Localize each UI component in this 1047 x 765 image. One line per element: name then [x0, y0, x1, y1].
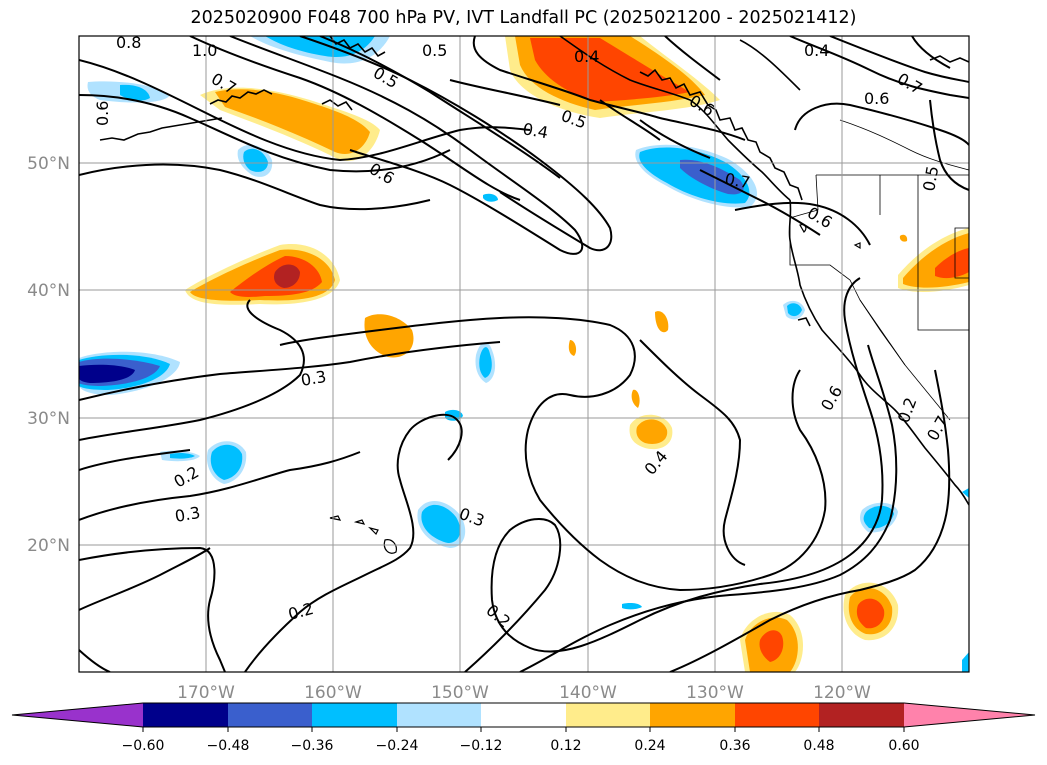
- colorbar-cell: [397, 703, 481, 727]
- lat-axis: 50°N 40°N 30°N 20°N: [27, 154, 70, 556]
- colorbar-tick-label: 0.12: [550, 738, 581, 754]
- contour-label: 0.6: [93, 101, 112, 126]
- colorbar-tick-label: −0.24: [376, 738, 419, 754]
- colorbar-tick-label: −0.36: [291, 738, 334, 754]
- colorbar: −0.60 −0.48 −0.36 −0.24 −0.12 0.12 0.24 …: [11, 702, 1036, 754]
- lat-label: 30°N: [27, 409, 70, 429]
- pv-contours: [79, 36, 969, 672]
- contour-label: 0.4: [804, 41, 829, 60]
- colorbar-cell: [904, 703, 1035, 727]
- colorbar-tick-label: 0.36: [719, 738, 750, 754]
- colorbar-cell: [228, 703, 312, 727]
- lat-label: 40°N: [27, 281, 70, 301]
- contour-label: 0.3: [299, 367, 327, 390]
- colorbar-cell: [819, 703, 904, 727]
- colorbar-cell: [566, 703, 650, 727]
- map-title: 2025020900 F048 700 hPa PV, IVT Landfall…: [190, 8, 857, 28]
- contour-label: 1.0: [192, 41, 217, 60]
- contour-label: 0.5: [919, 164, 942, 192]
- contour-label: 0.4: [574, 47, 599, 66]
- colorbar-cell: [481, 703, 566, 727]
- lat-label: 20°N: [27, 536, 70, 556]
- colorbar-cell: [735, 703, 819, 727]
- coastlines: [99, 36, 969, 506]
- contour-label: 0.4: [521, 119, 549, 142]
- lon-label: 120°W: [813, 683, 871, 703]
- gridlines: [79, 36, 969, 672]
- contour-label: 0.6: [864, 89, 889, 108]
- contour-label: 0.7: [723, 169, 751, 192]
- lon-label: 130°W: [686, 683, 744, 703]
- colorbar-cell: [650, 703, 735, 727]
- colorbar-tick-label: −0.60: [122, 738, 165, 754]
- lon-label: 160°W: [304, 683, 362, 703]
- colorbar-cell: [143, 703, 228, 727]
- colorbar-tick-label: −0.48: [207, 738, 250, 754]
- contour-label: 0.8: [116, 33, 141, 52]
- plot-area: 0.8 1.0 0.5 0.4 0.4 0.7 0.6 0.6 0.7 0.5 …: [79, 33, 969, 672]
- contour-label: 0.3: [173, 503, 201, 526]
- colorbar-tick-label: 0.48: [803, 738, 834, 754]
- colorbar-tick-label: 0.60: [888, 738, 919, 754]
- plot-frame: [78, 35, 970, 673]
- lon-label: 140°W: [559, 683, 617, 703]
- colorbar-tick-label: −0.12: [460, 738, 503, 754]
- lon-axis: 170°W 160°W 150°W 140°W 130°W 120°W: [177, 683, 871, 703]
- colorbar-cell: [312, 703, 397, 727]
- colorbar-tick-label: 0.24: [634, 738, 665, 754]
- lon-label: 150°W: [431, 683, 489, 703]
- lon-label: 170°W: [177, 683, 235, 703]
- lat-label: 50°N: [27, 154, 70, 174]
- colorbar-cell: [12, 703, 143, 727]
- contour-label: 0.5: [422, 41, 447, 60]
